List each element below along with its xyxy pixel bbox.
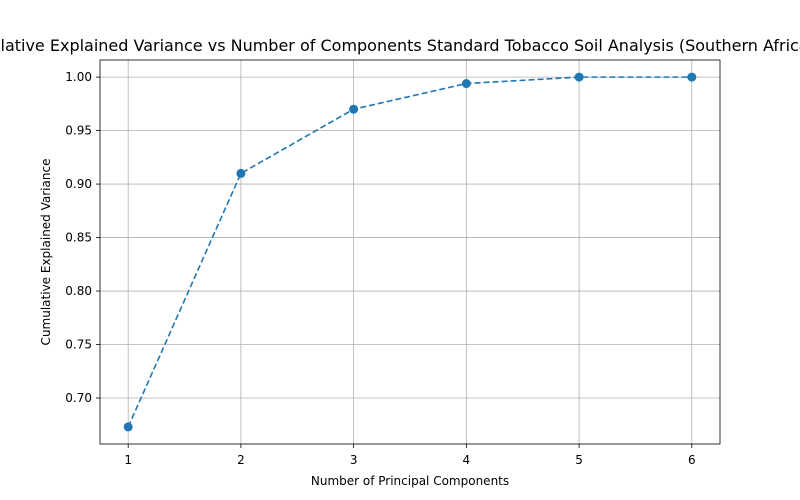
x-tick-label: 3: [350, 453, 358, 467]
data-point: [687, 72, 697, 82]
y-tick-label: 0.80: [65, 284, 92, 298]
x-tick-label: 1: [124, 453, 132, 467]
x-tick-label: 4: [463, 453, 471, 467]
y-tick-label: 0.75: [65, 338, 92, 352]
y-tick-label: 0.85: [65, 231, 92, 245]
y-tick-label: 1.00: [65, 70, 92, 84]
y-tick-label: 0.70: [65, 391, 92, 405]
y-tick-label: 0.90: [65, 177, 92, 191]
x-tick-label: 2: [237, 453, 245, 467]
data-point: [461, 79, 471, 89]
x-axis-label: Number of Principal Components: [311, 474, 509, 488]
grid: [100, 60, 720, 444]
series-group: [123, 72, 697, 432]
y-axis: 0.70 0.75 0.80 0.85 0.90 0.95 1.00: [65, 70, 100, 405]
y-tick-label: 0.95: [65, 124, 92, 138]
series-line: [127, 76, 692, 428]
x-tick-label: 6: [688, 453, 696, 467]
data-point: [349, 104, 359, 114]
x-axis: 1 2 3 4 5 6: [124, 444, 696, 467]
chart-title: Cumulative Explained Variance vs Number …: [0, 36, 800, 55]
data-point: [574, 72, 584, 82]
data-point: [123, 422, 133, 432]
data-point: [236, 168, 246, 178]
plot-area-frame: [99, 59, 721, 445]
y-axis-label: Cumulative Explained Variance: [39, 159, 53, 346]
x-tick-label: 5: [575, 453, 583, 467]
